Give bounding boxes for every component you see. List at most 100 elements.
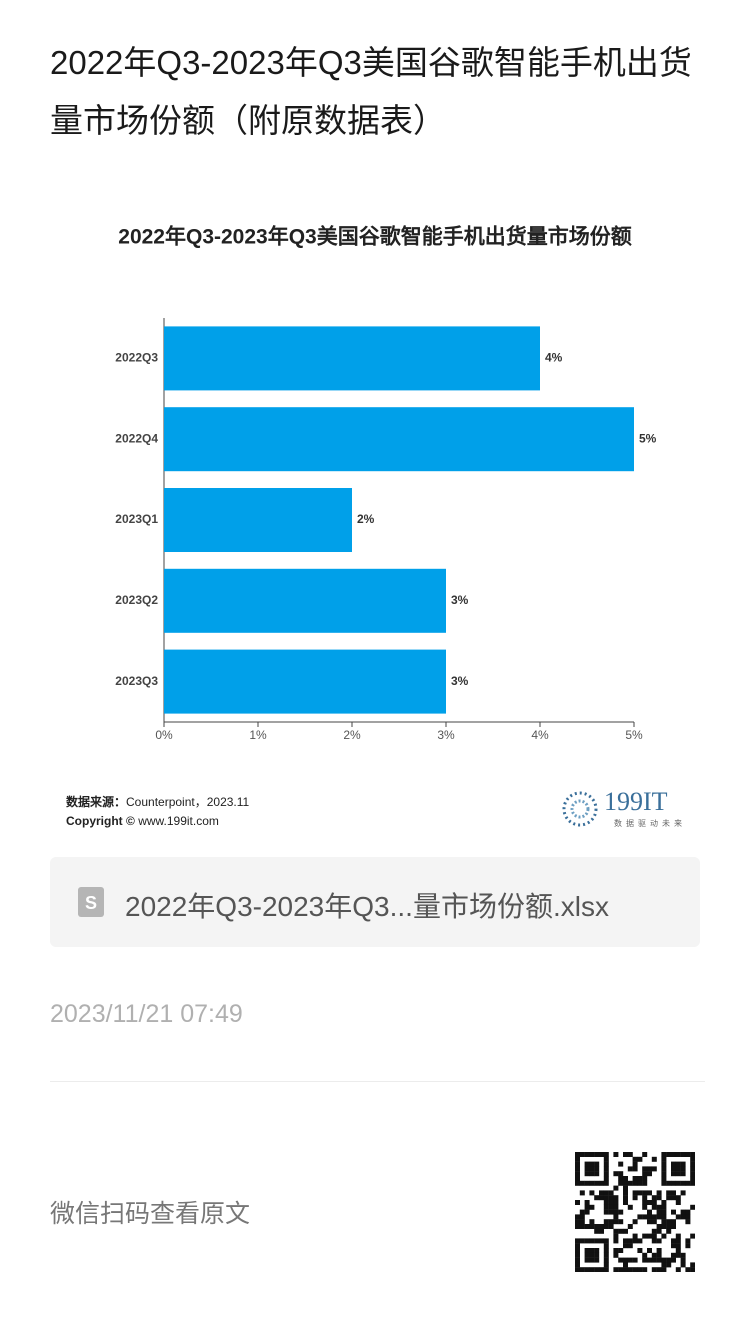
qr-module <box>632 1257 638 1263</box>
qr-module <box>647 1257 652 1263</box>
logo-mark <box>562 791 598 827</box>
qr-module <box>661 1161 667 1167</box>
qr-module <box>671 1238 676 1244</box>
qr-module <box>613 1238 619 1244</box>
qr-module <box>608 1195 614 1201</box>
qr-module <box>603 1267 609 1272</box>
qr-module <box>584 1180 590 1186</box>
qr-module <box>651 1166 657 1172</box>
qr-module <box>632 1180 638 1186</box>
qr-module <box>579 1267 585 1272</box>
qr-module <box>666 1219 672 1225</box>
file-card[interactable]: S 2022年Q3-2023年Q3...量市场份额.xlsx <box>50 857 700 947</box>
qr-module <box>656 1224 662 1229</box>
qr-module <box>637 1176 643 1181</box>
qr-module <box>623 1190 628 1196</box>
qr-module <box>671 1219 676 1225</box>
qr-module <box>685 1219 691 1225</box>
qr-module <box>575 1152 580 1157</box>
qr-module <box>690 1233 695 1239</box>
logo-slogan: 数据驱动未来 <box>614 818 686 828</box>
qr-module <box>584 1166 590 1172</box>
qr-module <box>575 1257 580 1263</box>
qr-module <box>579 1224 585 1229</box>
file-icon: S <box>78 887 104 917</box>
divider <box>50 1081 705 1082</box>
qr-module <box>651 1228 657 1234</box>
qr-module <box>680 1257 686 1263</box>
qr-module <box>613 1209 619 1215</box>
qr-module <box>623 1238 628 1244</box>
qr-module <box>661 1257 667 1263</box>
qr-module <box>584 1209 590 1215</box>
qr-module <box>584 1238 590 1244</box>
qr-module <box>651 1214 657 1220</box>
qr-module <box>632 1176 638 1181</box>
qr-module <box>579 1190 585 1196</box>
qr-module <box>589 1204 595 1210</box>
qr-module <box>632 1195 638 1201</box>
qr-module <box>675 1171 681 1177</box>
qr-module <box>685 1209 691 1215</box>
qr-module <box>623 1262 628 1268</box>
qr-module <box>671 1252 676 1258</box>
qr-module <box>651 1200 657 1205</box>
qr-module <box>661 1262 667 1268</box>
qr-module <box>579 1180 585 1186</box>
qr-module <box>680 1166 686 1172</box>
qr-module <box>690 1156 695 1162</box>
qr-module <box>637 1180 643 1186</box>
qr-module <box>623 1195 628 1201</box>
copyright: Copyright © www.199it.com <box>66 814 219 828</box>
qr-module <box>599 1267 604 1272</box>
qr-module <box>589 1190 595 1196</box>
qr-module <box>690 1176 695 1181</box>
qr-module <box>680 1214 686 1220</box>
source-text: Counterpoint，2023.11 <box>126 795 250 809</box>
qr-module <box>685 1267 691 1272</box>
qr-module <box>675 1267 681 1272</box>
qr-module <box>603 1200 609 1205</box>
qr-module <box>603 1171 609 1177</box>
qr-module <box>651 1267 657 1272</box>
qr-code[interactable] <box>575 1152 695 1272</box>
qr-module <box>642 1195 648 1201</box>
article-title: 2022年Q3-2023年Q3美国谷歌智能手机出货量市场份额（附原数据表） <box>50 44 692 139</box>
qr-module <box>647 1248 652 1253</box>
qr-module <box>599 1152 604 1157</box>
x-tick-label: 0% <box>155 728 173 742</box>
qr-module <box>647 1166 652 1172</box>
qr-module <box>618 1209 624 1215</box>
qr-module <box>584 1161 590 1167</box>
qr-module <box>656 1257 662 1263</box>
qr-module <box>642 1180 648 1186</box>
qr-module <box>661 1166 667 1172</box>
qr-module <box>632 1238 638 1244</box>
qr-module <box>690 1166 695 1172</box>
qr-module <box>647 1190 652 1196</box>
qr-module <box>603 1195 609 1201</box>
qr-module <box>651 1195 657 1201</box>
qr-module <box>575 1180 580 1186</box>
qr-module <box>603 1252 609 1258</box>
qr-module <box>613 1252 619 1258</box>
qr-module <box>656 1238 662 1244</box>
qr-module <box>637 1156 643 1162</box>
qr-module <box>666 1257 672 1263</box>
qr-module <box>661 1214 667 1220</box>
qr-module <box>675 1180 681 1186</box>
qr-module <box>680 1262 686 1268</box>
qr-module <box>603 1219 609 1225</box>
qr-module <box>603 1190 609 1196</box>
qr-module <box>575 1200 580 1205</box>
x-tick-label: 3% <box>437 728 455 742</box>
chart: 2022年Q3-2023年Q3美国谷歌智能手机出货量市场份额 0% 1% 2% 3% 4… <box>115 225 656 743</box>
qr-module <box>690 1161 695 1167</box>
qr-module <box>656 1209 662 1215</box>
qr-module <box>599 1224 604 1229</box>
qr-module <box>642 1190 648 1196</box>
qr-module <box>671 1161 676 1167</box>
qr-module <box>637 1190 643 1196</box>
qr-module <box>632 1233 638 1239</box>
qr-module <box>575 1267 580 1272</box>
